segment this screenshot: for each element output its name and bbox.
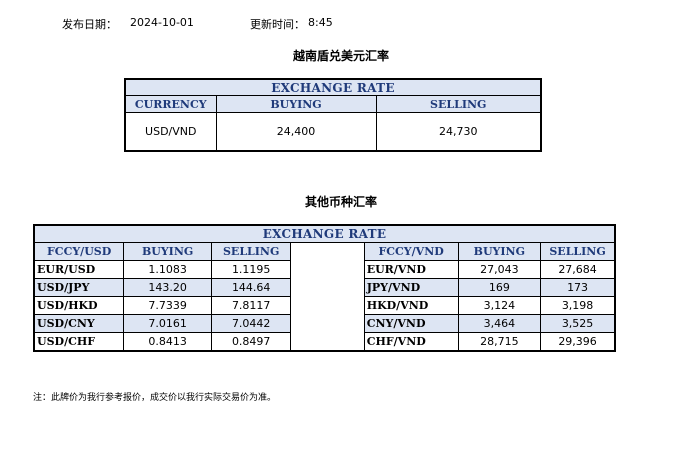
table-row: USD/VND 24,400 24,730 [124, 112, 542, 152]
column-spacer [290, 278, 365, 297]
column-header-selling: SELLING [540, 242, 616, 261]
fccy-usd-pair-cell: USD/CNY [33, 314, 125, 333]
vnd-selling-cell: 27,684 [540, 260, 616, 279]
vnd-selling-cell: 3,198 [540, 296, 616, 315]
table-row: USD/HKD 7.7339 7.8117 HKD/VND 3,124 3,19… [33, 296, 616, 315]
column-spacer [290, 332, 365, 351]
vnd-selling-cell: 173 [540, 278, 616, 297]
table-title: EXCHANGE RATE [33, 224, 616, 243]
column-header-buying: BUYING [123, 242, 212, 261]
column-spacer [290, 242, 365, 261]
fccy-usd-pair-cell: EUR/USD [33, 260, 125, 279]
column-header-fccy-vnd: FCCY/VND [363, 242, 459, 261]
column-header-selling: SELLING [375, 95, 542, 113]
fccy-vnd-pair-cell: EUR/VND [363, 260, 459, 279]
usd-buying-cell: 0.8413 [123, 332, 212, 352]
vnd-buying-cell: 3,464 [457, 314, 542, 333]
fccy-vnd-pair-cell: JPY/VND [363, 278, 459, 297]
disclaimer-note: 注：此牌价为我行参考报价，成交价以我行实际交易价为准。 [33, 393, 277, 403]
update-time-label: 更新时间： [250, 18, 305, 31]
vnd-buying-cell: 27,043 [457, 260, 542, 279]
usd-selling-cell: 7.8117 [210, 296, 292, 315]
fccy-vnd-pair-cell: HKD/VND [363, 296, 459, 315]
main-section-title: 越南盾兑美元汇率 [292, 49, 389, 63]
usd-selling-cell: 1.1195 [210, 260, 292, 279]
currency-pair-cell: USD/VND [124, 112, 217, 152]
publish-date-value: 2024-10-01 [130, 16, 194, 29]
column-header-currency: CURRENCY [124, 95, 217, 113]
fccy-usd-pair-cell: USD/HKD [33, 296, 125, 315]
column-spacer [290, 260, 365, 279]
other-section-title: 其他币种汇率 [304, 195, 377, 209]
column-spacer [290, 314, 365, 333]
column-header-fccy-usd: FCCY/USD [33, 242, 125, 261]
fccy-usd-pair-cell: USD/JPY [33, 278, 125, 297]
fccy-vnd-pair-cell: CNY/VND [363, 314, 459, 333]
vnd-buying-cell: 3,124 [457, 296, 542, 315]
fccy-vnd-pair-cell: CHF/VND [363, 332, 459, 352]
vnd-selling-cell: 29,396 [540, 332, 616, 352]
usd-selling-cell: 0.8497 [210, 332, 292, 352]
vnd-buying-cell: 169 [457, 278, 542, 297]
table-title: EXCHANGE RATE [124, 78, 542, 96]
publish-date-label: 发布日期： [62, 18, 117, 31]
selling-rate-cell: 24,730 [375, 112, 542, 152]
table-row: USD/CNY 7.0161 7.0442 CNY/VND 3,464 3,52… [33, 314, 616, 333]
column-header-buying: BUYING [215, 95, 377, 113]
usd-selling-cell: 7.0442 [210, 314, 292, 333]
other-currency-rate-table: EXCHANGE RATE FCCY/USD BUYING SELLING FC… [33, 224, 616, 352]
column-header-buying: BUYING [457, 242, 542, 261]
table-row: USD/JPY 143.20 144.64 JPY/VND 169 173 [33, 278, 616, 297]
usd-selling-cell: 144.64 [210, 278, 292, 297]
table-row: EUR/USD 1.1083 1.1195 EUR/VND 27,043 27,… [33, 260, 616, 279]
usd-buying-cell: 7.0161 [123, 314, 212, 333]
fccy-usd-pair-cell: USD/CHF [33, 332, 125, 352]
usd-vnd-rate-table: EXCHANGE RATE CURRENCY BUYING SELLING US… [124, 78, 543, 152]
table-row: USD/CHF 0.8413 0.8497 CHF/VND 28,715 29,… [33, 332, 616, 352]
column-header-selling: SELLING [210, 242, 292, 261]
buying-rate-cell: 24,400 [215, 112, 377, 152]
update-time-value: 8:45 [308, 16, 333, 29]
usd-buying-cell: 7.7339 [123, 296, 212, 315]
vnd-selling-cell: 3,525 [540, 314, 616, 333]
usd-buying-cell: 1.1083 [123, 260, 212, 279]
vnd-buying-cell: 28,715 [457, 332, 542, 352]
column-spacer [290, 296, 365, 315]
usd-buying-cell: 143.20 [123, 278, 212, 297]
